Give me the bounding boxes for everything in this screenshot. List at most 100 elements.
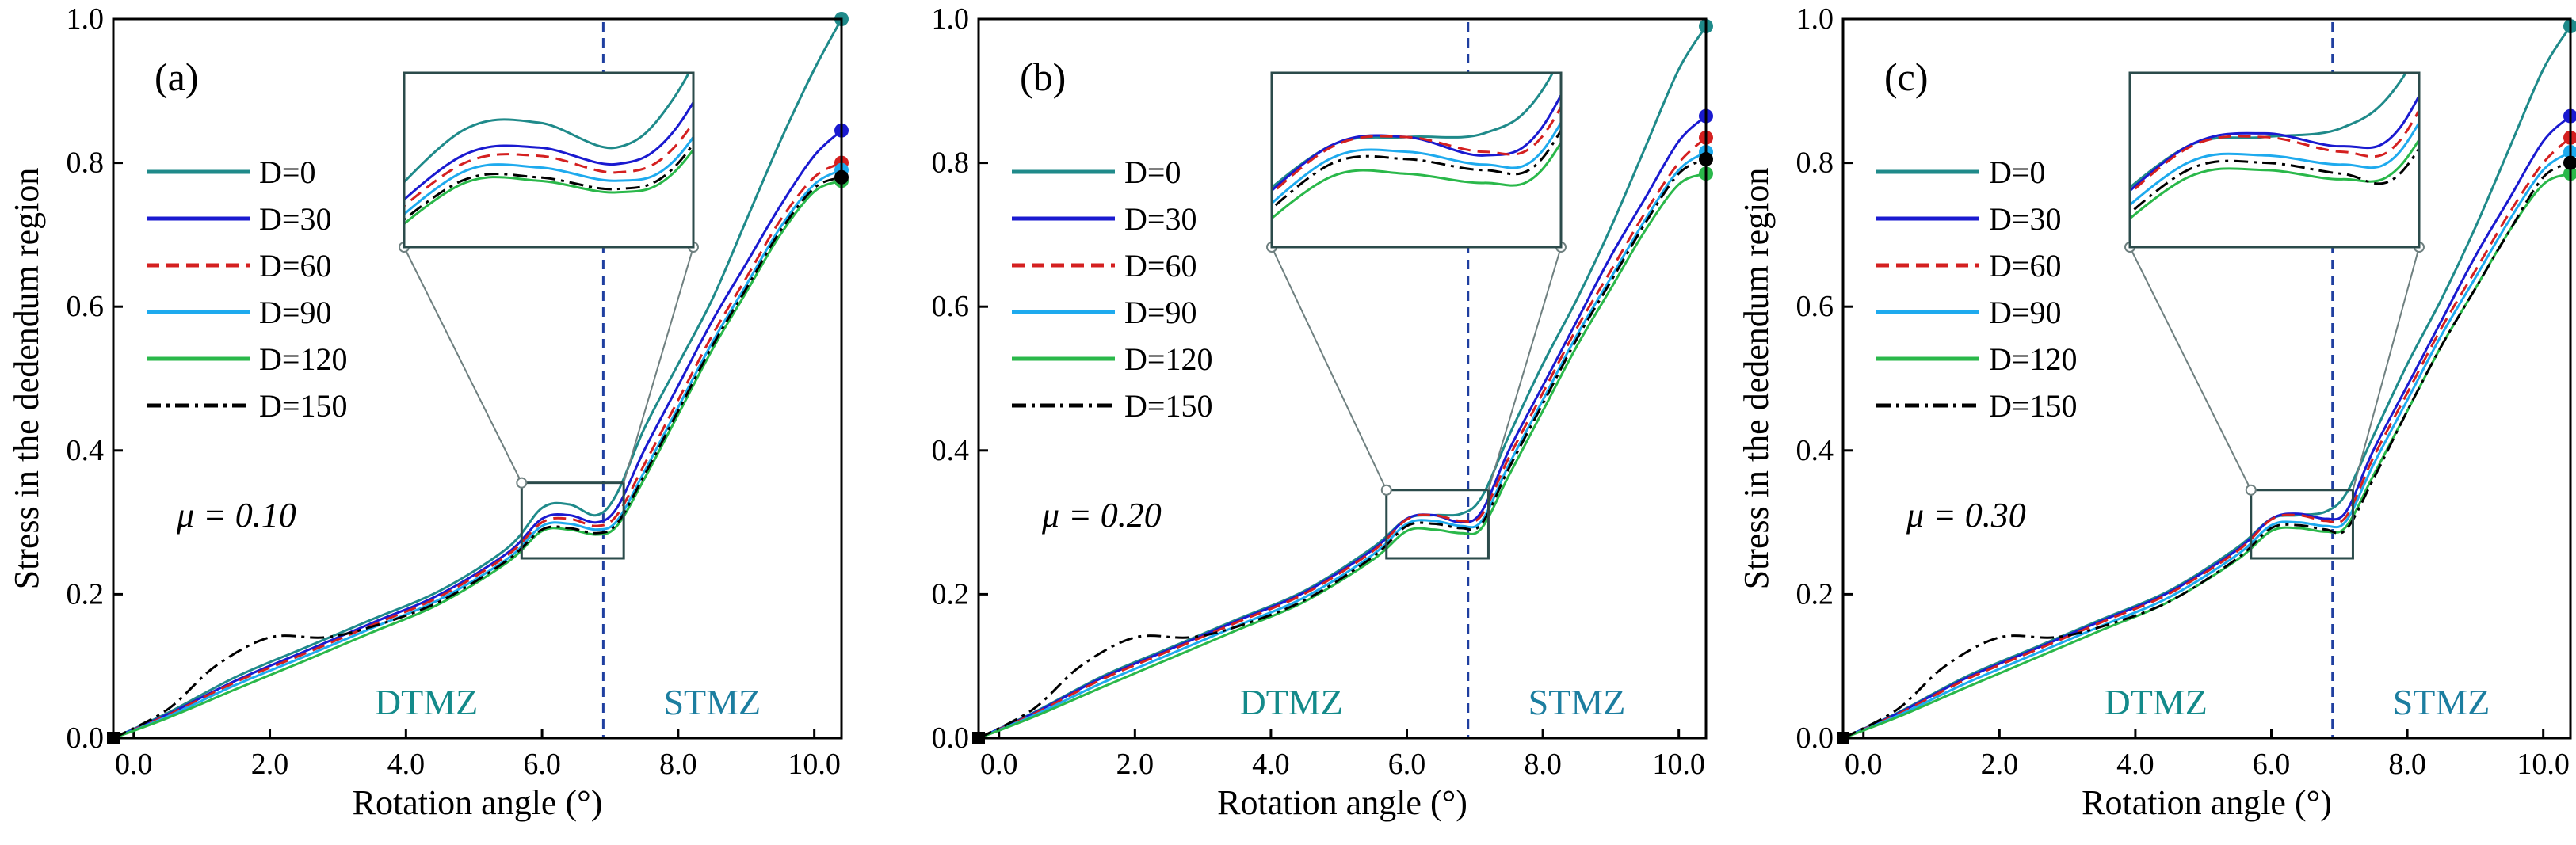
inset-frame [2128, 71, 2421, 249]
inset-plot [2130, 73, 2419, 220]
plot-frame [977, 17, 1708, 740]
legend-label: D=120 [259, 341, 347, 377]
x-tick-label: 2.0 [1116, 748, 1154, 781]
y-tick-label: 0.6 [67, 290, 105, 323]
inset-background [2130, 73, 2419, 247]
zoom-box [1385, 489, 1490, 560]
series-line-d-60 [978, 136, 1708, 740]
y-tick-label: 1.0 [932, 2, 970, 36]
legend-label: D=30 [259, 201, 331, 237]
legend-label: D=30 [1989, 201, 2061, 237]
inset-series-line [2130, 120, 2419, 207]
y-tick-label: 0.4 [1796, 434, 1834, 467]
series-line-d-0 [1842, 25, 2572, 740]
y-tick-label: 0.2 [932, 577, 970, 611]
legend-label: D=150 [259, 388, 347, 424]
x-tick-label: 8.0 [1524, 748, 1562, 781]
inset-series-line [1272, 120, 1561, 205]
series-line-d-30 [113, 129, 843, 740]
plot-frame [112, 17, 843, 740]
legend-label: D=0 [1989, 154, 2045, 190]
series-line-d-60 [113, 162, 842, 740]
inset-series-line [404, 73, 691, 185]
zoom-anchor [516, 477, 528, 489]
x-tick-label: 8.0 [2388, 748, 2426, 781]
chart-panel-1: 0.0 0.2 0.4 0.6 0.8 1.0 0.0 2.0 4.0 6.0 8.0 10.0 Rot… [7, 2, 849, 822]
zoom-anchor [1380, 484, 1392, 496]
inset-series-line [404, 120, 693, 208]
zone-label-dtmz: DTMZ [2104, 682, 2207, 722]
x-tick-label: 6.0 [2253, 748, 2291, 781]
legend-label: D=120 [1989, 341, 2077, 377]
y-axis-label: Stress in the dedendum region [7, 168, 46, 590]
series-line-d-0 [978, 25, 1708, 740]
inset-series-line [1272, 140, 1561, 220]
zoom-connector [2129, 246, 2252, 491]
y-tick-label: 0.4 [932, 434, 970, 467]
zoom-connector [403, 246, 523, 484]
inset-series-line [404, 135, 693, 216]
panel-label: (a) [155, 55, 199, 99]
y-tick-label: 0.2 [1796, 577, 1834, 611]
series-line-d-60 [1842, 136, 2572, 740]
x-tick-label: 10.0 [1652, 748, 1705, 781]
inset-series-line [1272, 105, 1561, 196]
x-tick-label: 2.0 [1981, 748, 2019, 781]
series-line-d-30 [1842, 115, 2572, 740]
legend-label: D=120 [1124, 341, 1212, 377]
x-tick-label: 0.0 [980, 748, 1018, 781]
legend-label: D=0 [259, 154, 315, 190]
y-tick-label: 0.4 [67, 434, 105, 467]
friction-annotation: μ = 0.30 [1906, 496, 2026, 535]
chart-panel-2: 0.0 0.2 0.4 0.6 0.8 1.0 0.0 2.0 4.0 6.0 8.0 10.0 Rot… [932, 2, 1713, 822]
legend-label: D=150 [1989, 388, 2077, 424]
legend-label: D=60 [1989, 248, 2061, 284]
zone-label-dtmz: DTMZ [375, 682, 478, 722]
y-tick-label: 0.6 [1796, 290, 1834, 323]
inset-series-line [2130, 146, 2419, 215]
zoom-connector [623, 246, 694, 483]
inset-background [404, 73, 693, 247]
x-tick-label: 4.0 [387, 748, 426, 781]
panel-label: (c) [1884, 55, 1929, 99]
x-tick-label: 8.0 [659, 748, 697, 781]
friction-annotation: μ = 0.10 [176, 496, 296, 535]
y-tick-label: 0.8 [1796, 147, 1834, 180]
x-tick-label: 6.0 [1388, 748, 1426, 781]
x-tick-label: 4.0 [2116, 748, 2154, 781]
series-line-d-150 [113, 176, 842, 740]
y-tick-label: 0.8 [932, 147, 970, 180]
x-axis-label: Rotation angle (°) [1217, 783, 1467, 822]
zoom-connector [2352, 246, 2420, 491]
y-tick-label: 0.0 [67, 721, 105, 755]
y-tick-label: 0.2 [67, 577, 105, 611]
legend-label: D=150 [1124, 388, 1212, 424]
x-tick-label: 2.0 [251, 748, 289, 781]
zoom-anchor [2245, 484, 2257, 496]
x-axis-label: Rotation angle (°) [2082, 783, 2332, 822]
y-tick-label: 0.0 [1796, 721, 1834, 755]
inset-plot [404, 73, 693, 226]
legend-label: D=30 [1124, 201, 1196, 237]
inset-frame [1270, 71, 1563, 249]
inset-series-line [1272, 92, 1561, 192]
y-tick-label: 0.0 [932, 721, 970, 755]
legend-label: D=0 [1124, 154, 1181, 190]
y-axis-label: Stress in the dedendum region [1737, 168, 1776, 590]
series-line-d-120 [978, 172, 1707, 740]
legend-label: D=90 [1124, 295, 1196, 330]
series-line-d-150 [978, 158, 1707, 740]
x-axis-label: Rotation angle (°) [353, 783, 603, 822]
x-tick-label: 6.0 [523, 748, 561, 781]
plot-frame [1841, 17, 2572, 740]
zoom-box [2250, 489, 2354, 560]
zoom-connector [1271, 246, 1387, 491]
series-line-d-90 [978, 150, 1707, 740]
zone-label-stmz: STMZ [663, 682, 761, 722]
inset-frame [403, 71, 695, 249]
legend-label: D=90 [1989, 295, 2061, 330]
y-tick-label: 0.8 [67, 147, 105, 180]
inset-series-line [404, 100, 693, 201]
y-tick-label: 1.0 [67, 2, 105, 36]
